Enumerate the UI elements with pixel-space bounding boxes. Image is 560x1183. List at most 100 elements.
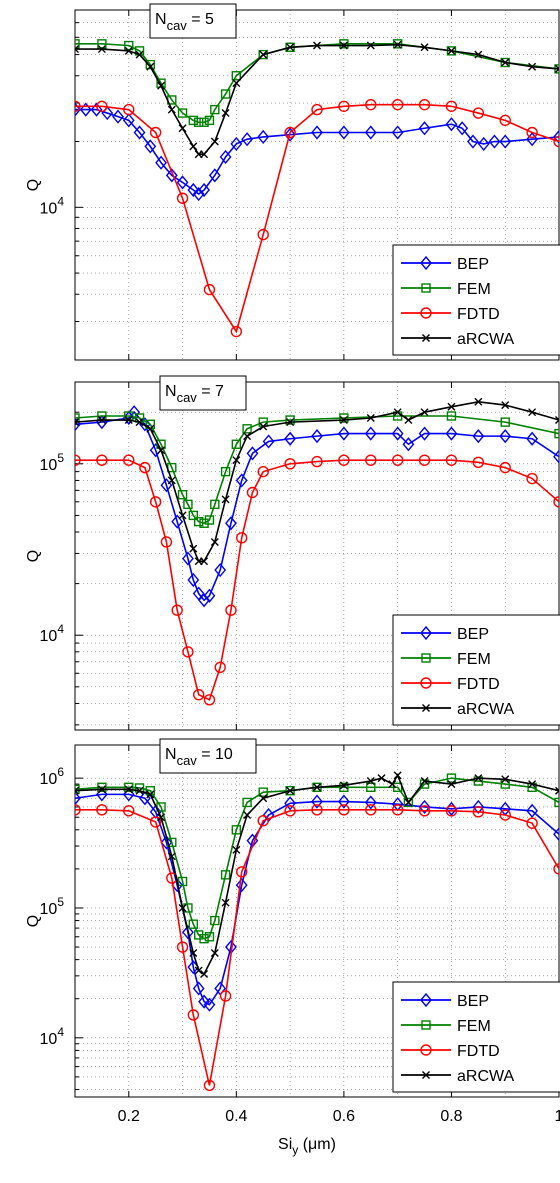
data-point-bep — [418, 799, 431, 815]
data-point-bep — [203, 997, 216, 1012]
data-point-bep — [445, 426, 458, 441]
data-point-fdtd — [203, 283, 216, 296]
data-point-fdtd — [391, 804, 404, 816]
data-point-fem — [97, 39, 107, 49]
data-point-fdtd — [123, 103, 135, 116]
data-point-bep — [262, 434, 275, 449]
data-point-bep — [402, 437, 415, 452]
data-point-bep — [337, 125, 350, 140]
data-point-fem — [446, 411, 457, 421]
y-tick-label: 106 — [40, 765, 65, 788]
data-point-fdtd — [187, 1009, 200, 1021]
data-point-arcwa — [200, 150, 209, 159]
data-point-arcwa — [167, 852, 176, 861]
legend-label-fem: FEM — [457, 651, 491, 668]
data-point-fdtd — [246, 486, 259, 499]
data-point-arcwa — [210, 137, 219, 146]
legend-marker-fem — [421, 283, 431, 293]
legend-marker-fem — [421, 1020, 431, 1030]
data-point-fem — [177, 108, 188, 118]
data-point-fdtd — [338, 804, 350, 816]
data-point-arcwa — [286, 43, 295, 52]
data-point-arcwa — [210, 949, 219, 957]
series-line-arcwa — [75, 773, 559, 976]
data-point-bep — [472, 799, 485, 815]
data-point-fdtd — [96, 100, 108, 112]
legend-label-arcwa: aRCWA — [457, 701, 515, 718]
data-point-bep — [208, 168, 221, 183]
legend-label-fem: FEM — [457, 1018, 491, 1035]
data-point-fem — [199, 933, 209, 944]
data-point-fem — [220, 466, 231, 477]
data-point-fem — [204, 515, 215, 525]
legend-label-fdtd: FDTD — [457, 1043, 500, 1060]
data-point-bep — [122, 113, 135, 128]
data-point-fem — [124, 782, 134, 793]
annotation-box — [159, 375, 247, 411]
data-point-arcwa — [194, 966, 203, 975]
data-point-bep — [311, 125, 323, 140]
data-point-bep — [364, 125, 377, 140]
data-point-fdtd — [338, 454, 350, 466]
series-arcwa — [75, 397, 559, 566]
legend-marker-bep — [420, 992, 432, 1008]
plot-area — [75, 397, 559, 706]
data-point-bep — [149, 804, 162, 819]
data-point-arcwa — [189, 142, 198, 151]
data-point-arcwa — [366, 413, 375, 422]
data-point-fem — [500, 417, 510, 427]
data-point-bep — [553, 827, 559, 842]
data-point-fem — [134, 783, 145, 793]
data-point-fdtd — [203, 1079, 216, 1092]
data-point-fem — [220, 89, 231, 99]
legend-marker-arcwa — [422, 334, 430, 342]
data-point-arcwa — [420, 777, 429, 786]
data-point-bep — [246, 446, 259, 461]
data-point-fdtd — [192, 688, 205, 701]
data-point-arcwa — [474, 50, 483, 59]
data-point-bep — [75, 791, 81, 806]
data-point-bep — [235, 473, 248, 488]
data-point-fem — [183, 903, 193, 913]
data-point-arcwa — [97, 785, 106, 794]
series-line-fdtd — [75, 103, 559, 334]
data-point-bep — [90, 102, 103, 117]
data-point-fem — [231, 71, 242, 81]
data-point-arcwa — [243, 432, 252, 441]
data-point-arcwa — [447, 46, 456, 55]
annotation-box — [159, 738, 257, 774]
data-point-fem — [473, 776, 484, 786]
legend-marker-bep — [420, 625, 432, 641]
data-point-bep — [192, 586, 205, 601]
data-point-arcwa — [501, 401, 510, 410]
data-point-fem — [145, 59, 155, 70]
data-point-fdtd — [149, 816, 162, 828]
data-point-arcwa — [366, 41, 375, 50]
data-point-arcwa — [124, 785, 133, 794]
data-point-fem — [199, 518, 209, 528]
data-point-arcwa — [157, 813, 166, 822]
series-line-bep — [75, 108, 559, 196]
x-tick-label: 0.6 — [333, 1108, 355, 1125]
data-point-fdtd — [284, 805, 296, 817]
data-point-fdtd — [219, 990, 232, 1002]
data-point-fem — [183, 499, 193, 510]
data-point-fem — [210, 499, 220, 510]
data-point-arcwa — [189, 949, 198, 957]
data-point-bep — [133, 125, 146, 140]
data-point-bep — [418, 121, 431, 136]
series-line-fdtd — [75, 809, 559, 1086]
y-tick-label: 105 — [40, 895, 65, 918]
data-point-bep — [472, 429, 485, 444]
data-point-arcwa — [167, 476, 176, 485]
data-point-fem — [75, 413, 80, 423]
y-tick-label: 104 — [40, 622, 65, 645]
data-point-bep — [187, 182, 200, 198]
data-point-fem — [210, 104, 220, 115]
data-point-bep — [230, 136, 243, 152]
data-point-fdtd — [257, 465, 269, 478]
x-tick-label: 1 — [555, 1108, 560, 1125]
data-point-arcwa — [146, 790, 155, 799]
series-line-fem — [75, 43, 559, 124]
